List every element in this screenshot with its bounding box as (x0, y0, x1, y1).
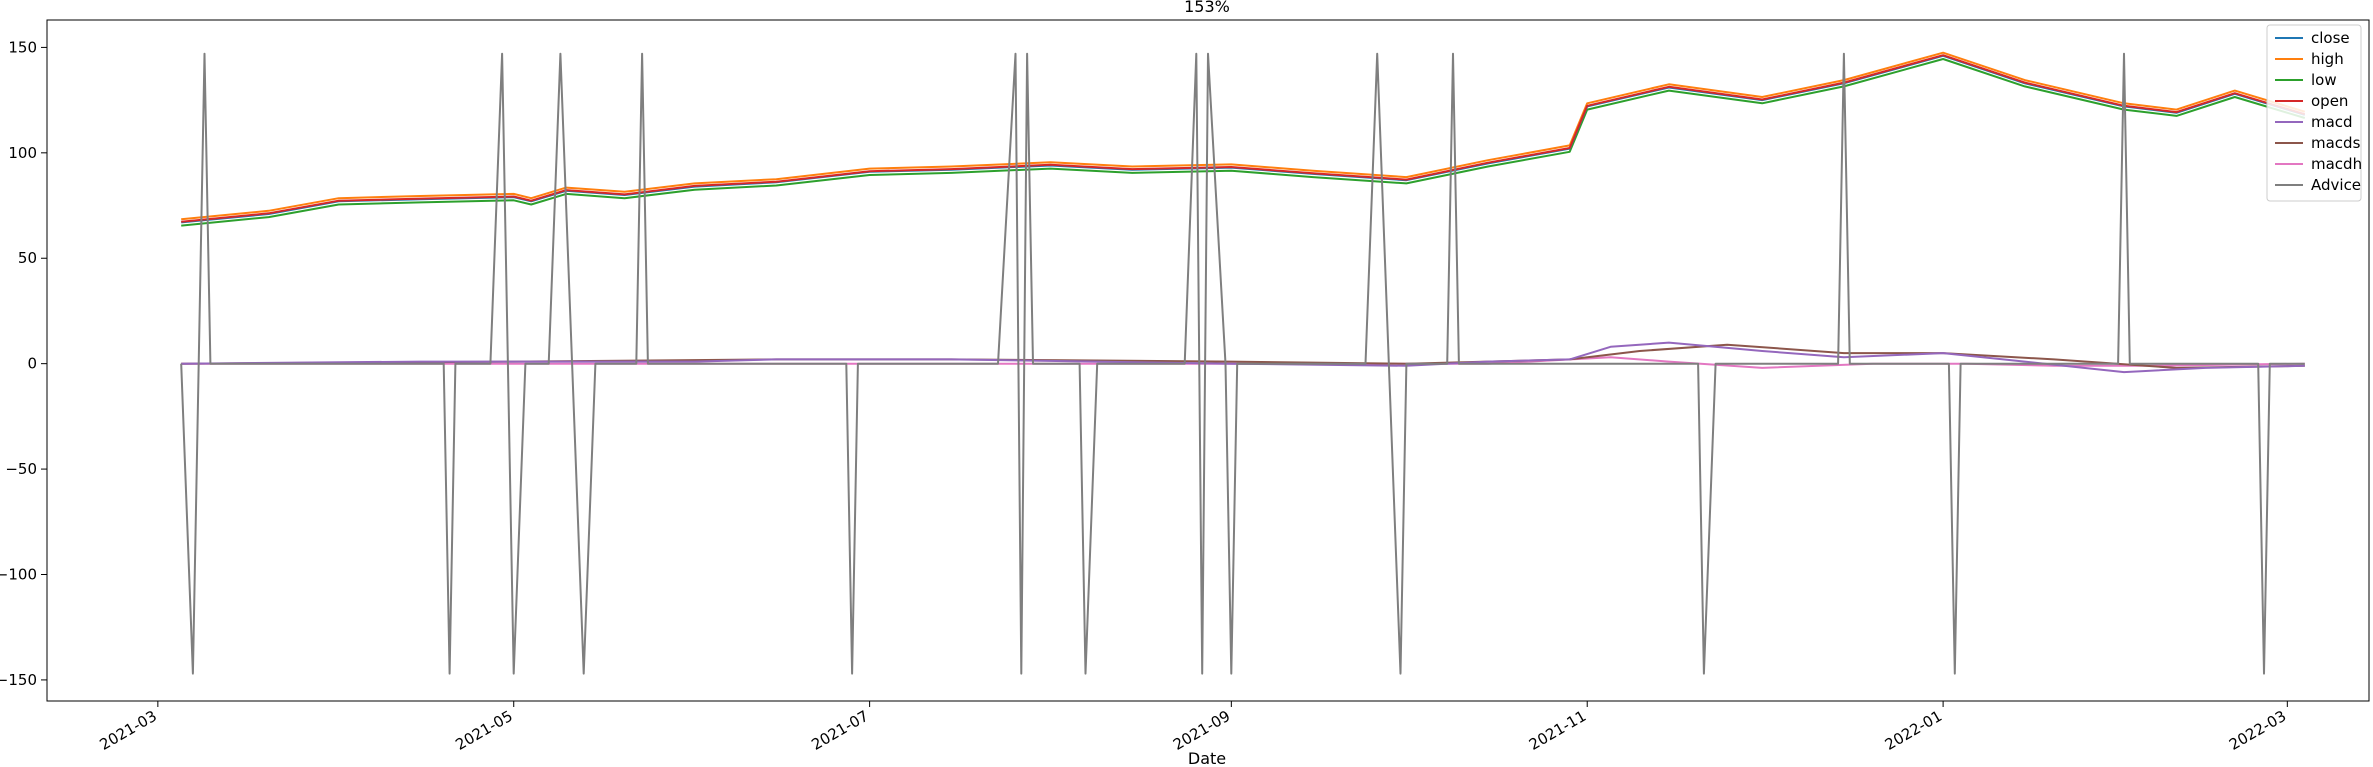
x-tick-label: 2021-05 (452, 707, 515, 754)
x-tick-label: 2021-03 (97, 707, 160, 754)
x-tick-label: 2021-07 (808, 707, 871, 754)
y-tick-label: 150 (8, 38, 37, 56)
series-layer (180, 51, 2306, 675)
x-axis: 2021-03 2021-05 2021-07 2021-09 2021-11 2022-… (97, 701, 2289, 754)
legend-label-macd: macd (2311, 113, 2353, 131)
legend-label-macdh: macdh (2311, 155, 2362, 173)
legend-box (2266, 24, 2362, 202)
series-line-macd (181, 341, 2305, 374)
legend-label-macds: macds (2311, 134, 2361, 152)
legend-label-open: open (2311, 92, 2348, 110)
series-line-low (181, 58, 2306, 227)
chart-title: 153% (1184, 0, 1230, 16)
y-axis: 150 100 50 0 −50 −100 −150 (0, 38, 47, 689)
legend-label-high: high (2311, 50, 2344, 68)
x-tick-label: 2021-09 (1170, 707, 1233, 754)
x-tick-label: 2022-03 (2226, 707, 2289, 754)
legend-label-advice: Advice (2311, 176, 2361, 194)
y-tick-label: −100 (0, 565, 37, 583)
y-tick-label: 50 (18, 249, 37, 267)
series-line-open (181, 54, 2306, 223)
series-line-advice (180, 52, 2305, 675)
y-tick-label: 100 (8, 144, 37, 162)
x-tick-label: 2022-01 (1882, 707, 1945, 754)
y-tick-label: −50 (5, 460, 37, 478)
legend: close high low open macd macds macdh Advice (2266, 24, 2362, 202)
legend-label-close: close (2311, 29, 2350, 47)
y-tick-label: −150 (0, 671, 37, 689)
y-tick-label: 0 (27, 355, 37, 373)
legend-label-low: low (2311, 71, 2337, 89)
x-tick-label: 2021-11 (1526, 707, 1589, 754)
series-line-high (181, 51, 2306, 221)
x-axis-label: Date (1188, 749, 1226, 767)
plot-frame (46, 19, 2370, 702)
